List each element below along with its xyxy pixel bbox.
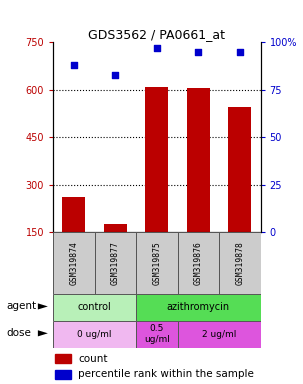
Point bbox=[113, 71, 118, 78]
Point bbox=[238, 49, 242, 55]
Bar bbox=[62, 197, 85, 232]
Text: GSM319875: GSM319875 bbox=[152, 241, 161, 285]
Text: count: count bbox=[78, 354, 108, 364]
Bar bbox=[95, 232, 136, 294]
Bar bbox=[187, 88, 210, 232]
Bar bbox=[178, 321, 261, 348]
Bar bbox=[55, 370, 71, 379]
Polygon shape bbox=[38, 330, 48, 336]
Text: percentile rank within the sample: percentile rank within the sample bbox=[78, 369, 254, 379]
Text: GSM319876: GSM319876 bbox=[194, 241, 203, 285]
Bar bbox=[178, 232, 219, 294]
Point bbox=[155, 45, 159, 51]
Bar bbox=[55, 354, 71, 363]
Bar bbox=[53, 294, 136, 321]
Bar bbox=[53, 321, 136, 348]
Text: GSM319874: GSM319874 bbox=[69, 241, 78, 285]
Text: 2 ug/ml: 2 ug/ml bbox=[202, 329, 236, 339]
Bar bbox=[136, 232, 178, 294]
Text: agent: agent bbox=[6, 301, 36, 311]
Bar bbox=[219, 232, 261, 294]
Text: dose: dose bbox=[6, 328, 31, 338]
Text: 0 ug/ml: 0 ug/ml bbox=[77, 329, 112, 339]
Bar bbox=[104, 224, 127, 232]
Bar bbox=[53, 232, 95, 294]
Bar bbox=[136, 321, 178, 348]
Text: azithromycin: azithromycin bbox=[167, 302, 230, 312]
Bar bbox=[228, 107, 251, 232]
Point bbox=[72, 62, 76, 68]
Polygon shape bbox=[38, 303, 48, 310]
Bar bbox=[145, 87, 168, 232]
Text: control: control bbox=[78, 302, 112, 312]
Text: GSM319877: GSM319877 bbox=[111, 241, 120, 285]
Text: GSM319878: GSM319878 bbox=[235, 241, 244, 285]
Point bbox=[196, 49, 201, 55]
Title: GDS3562 / PA0661_at: GDS3562 / PA0661_at bbox=[88, 28, 225, 41]
Bar bbox=[136, 294, 261, 321]
Text: 0.5
ug/ml: 0.5 ug/ml bbox=[144, 324, 170, 344]
